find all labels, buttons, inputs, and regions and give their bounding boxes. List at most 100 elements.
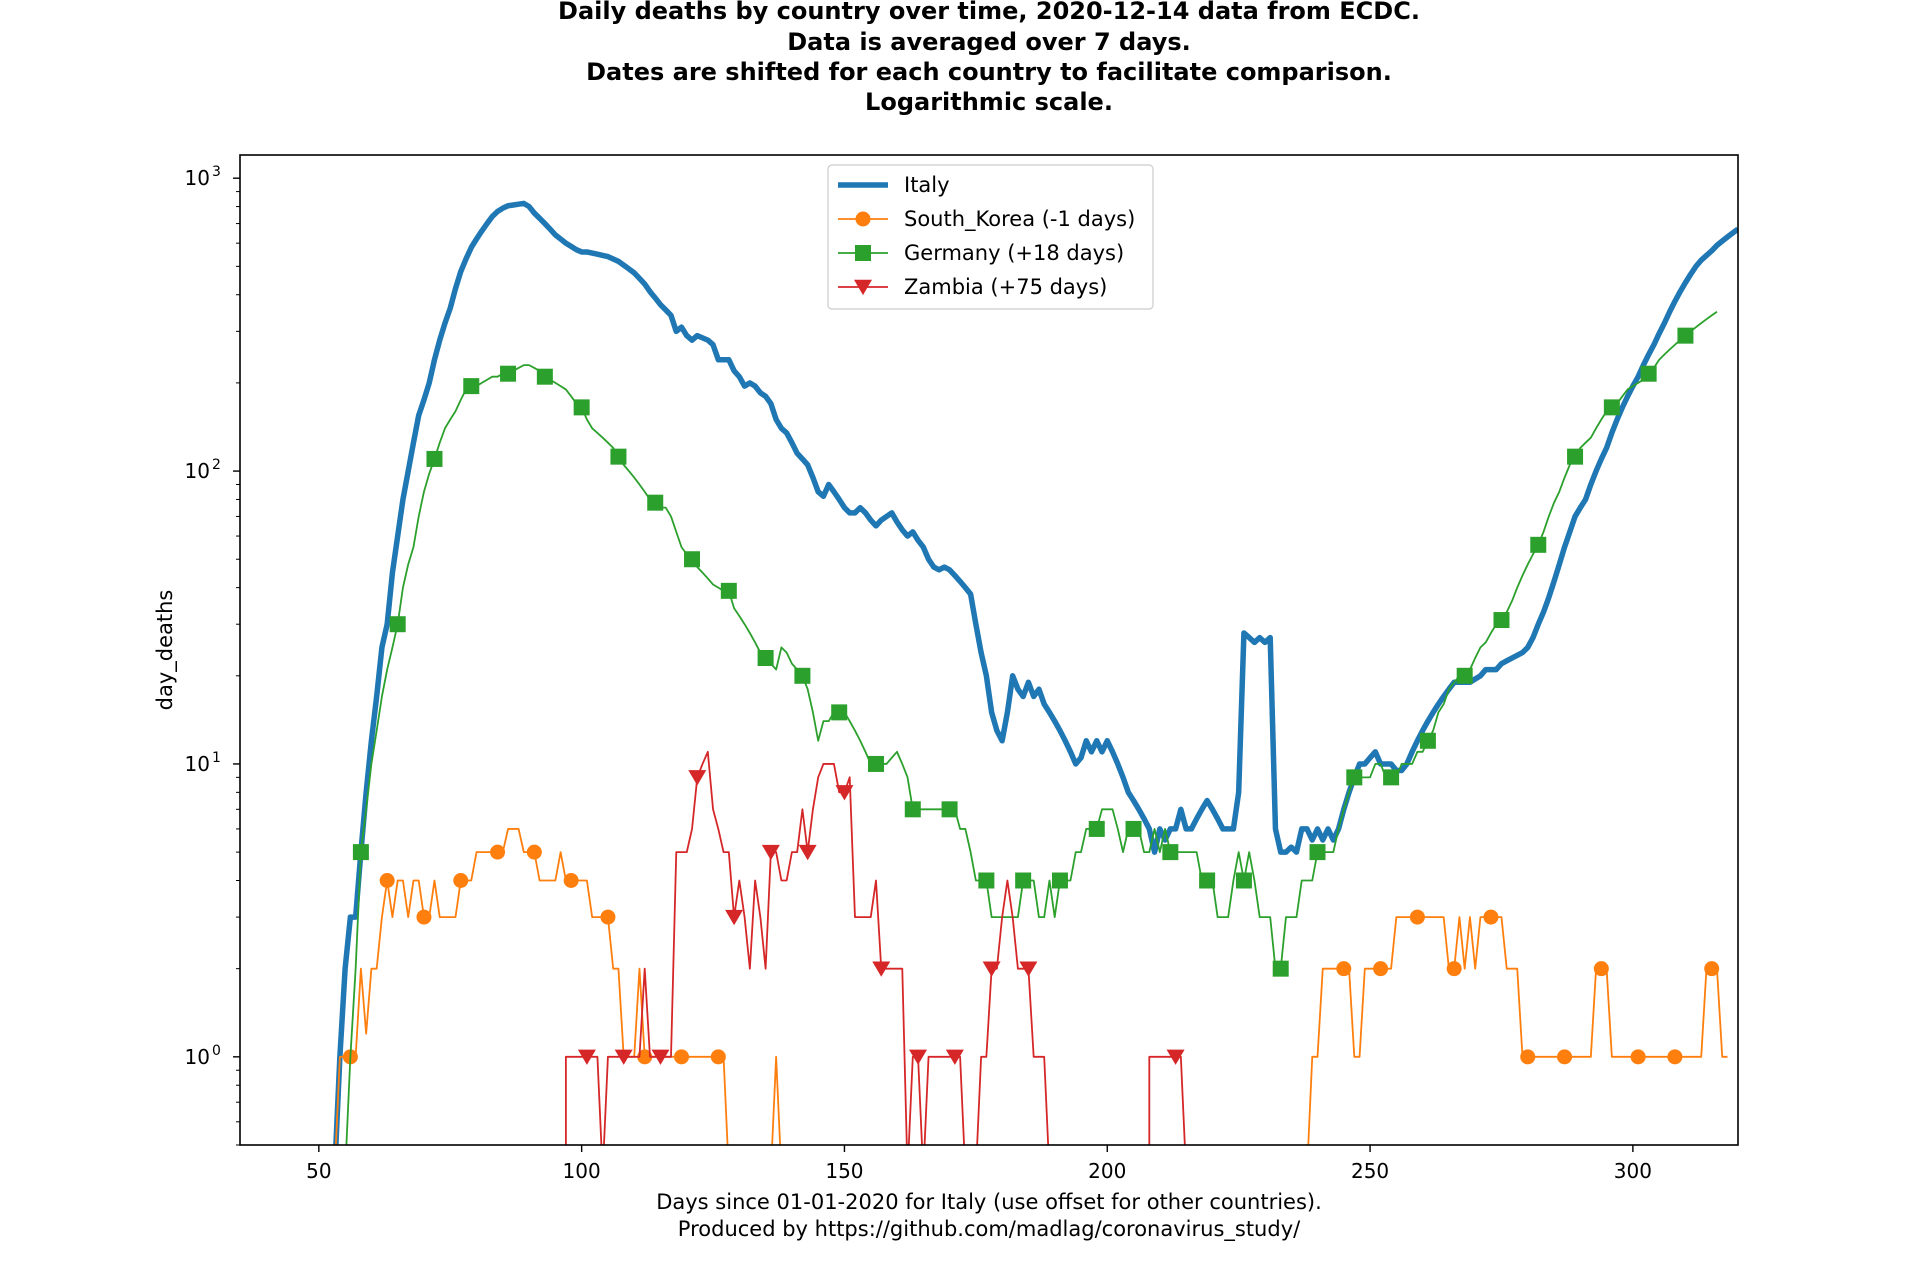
y-tick-exponent: 2 (212, 457, 221, 473)
x-axis-label-line-2: Produced by https://github.com/madlag/co… (678, 1217, 1301, 1242)
legend-item: South_Korea (-1 days) (838, 207, 1135, 232)
x-axis-label-line-1: Days since 01-01-2020 for Italy (use off… (656, 1190, 1322, 1214)
data-point (835, 785, 854, 801)
data-point (426, 450, 443, 467)
series-line (333, 200, 1738, 1145)
data-point (1346, 769, 1363, 786)
data-point (725, 909, 744, 926)
data-point (1088, 820, 1105, 837)
series-line (564, 750, 1186, 1145)
data-point (379, 873, 395, 889)
data-point (1704, 961, 1720, 977)
data-point (1383, 769, 1400, 786)
legend-item: Germany (+18 days) (838, 241, 1124, 265)
y-tick-exponent: 1 (212, 750, 221, 766)
series-germany (345, 310, 1718, 1145)
legend-marker (855, 211, 871, 227)
data-point (563, 873, 579, 889)
data-point (1640, 365, 1657, 382)
data-point (904, 801, 921, 818)
data-point (1483, 909, 1499, 925)
legend-marker (854, 279, 872, 296)
data-point (453, 873, 469, 889)
title-line-4: Logarithmic scale. (865, 88, 1113, 116)
data-point (1630, 1049, 1646, 1065)
series-zambia (564, 750, 1186, 1145)
data-point (1162, 844, 1179, 861)
series-italy (333, 200, 1738, 1145)
y-axis-label: day_deaths (153, 590, 178, 711)
x-tick-label: 300 (1614, 1159, 1652, 1183)
data-point (674, 1049, 690, 1065)
legend-label: South_Korea (-1 days) (904, 207, 1135, 232)
data-point (536, 368, 553, 385)
data-point (1235, 872, 1252, 889)
data-point (1373, 961, 1389, 977)
y-tick-label: 10 (185, 459, 210, 483)
data-point (688, 770, 707, 786)
y-tick-label: 10 (185, 752, 210, 776)
legend-label: Zambia (+75 days) (904, 275, 1107, 299)
data-point (1593, 961, 1609, 977)
series-south_korea (334, 828, 1728, 1181)
data-point (1336, 961, 1352, 977)
plot-frame (239, 154, 1739, 1146)
legend-item: Italy (838, 173, 950, 197)
title-line-2: Data is averaged over 7 days. (787, 28, 1191, 56)
y-tick-exponent: 0 (212, 1043, 221, 1059)
data-point (684, 551, 701, 568)
legend: Italy South_Korea (-1 days) Germany (+18 d… (827, 164, 1154, 310)
data-point (1015, 872, 1032, 889)
data-point (526, 844, 542, 860)
y-tick-exponent: 3 (212, 164, 221, 180)
data-point (577, 1049, 596, 1065)
data-point (1677, 327, 1694, 344)
data-point (720, 582, 737, 599)
data-point (872, 961, 891, 977)
legend-label: Italy (904, 173, 950, 197)
data-point (1493, 612, 1510, 629)
title-line-1: Daily deaths by country over time, 2020-… (558, 0, 1420, 25)
data-point (1272, 960, 1289, 977)
data-point (1166, 1049, 1185, 1065)
data-point (637, 1049, 653, 1065)
data-point (867, 755, 884, 772)
data-point (1409, 909, 1425, 925)
data-point (1019, 961, 1038, 977)
data-point (945, 1049, 964, 1065)
x-tick-label: 150 (825, 1159, 863, 1183)
legend-label: Germany (+18 days) (904, 241, 1124, 265)
data-point (1419, 732, 1436, 749)
data-point (1199, 872, 1216, 889)
data-point (647, 494, 664, 511)
data-point (1557, 1049, 1573, 1065)
data-point (500, 365, 517, 382)
data-point (610, 448, 627, 465)
data-point (490, 844, 506, 860)
data-point (573, 399, 590, 416)
data-point (1299, 1166, 1314, 1181)
data-point (1567, 448, 1584, 465)
data-point (1456, 667, 1473, 684)
data-point (1603, 399, 1620, 416)
data-point (1520, 1049, 1536, 1065)
data-point (1051, 872, 1068, 889)
y-tick-label: 10 (185, 1045, 210, 1069)
data-point (614, 1049, 633, 1065)
data-point (463, 378, 480, 395)
series-line (345, 310, 1718, 1145)
x-tick-label: 200 (1088, 1159, 1126, 1183)
data-point (794, 667, 811, 684)
x-tick-label: 100 (563, 1159, 601, 1183)
series-line (334, 828, 1728, 1145)
x-tick-label: 50 (306, 1159, 331, 1183)
data-point (651, 1049, 670, 1065)
data-point (600, 909, 616, 925)
data-point (1530, 536, 1547, 553)
data-point (389, 616, 406, 633)
chart-title: Daily deaths by country over time, 2020-… (558, 0, 1420, 116)
series-layer (333, 200, 1738, 1181)
data-point (978, 872, 995, 889)
